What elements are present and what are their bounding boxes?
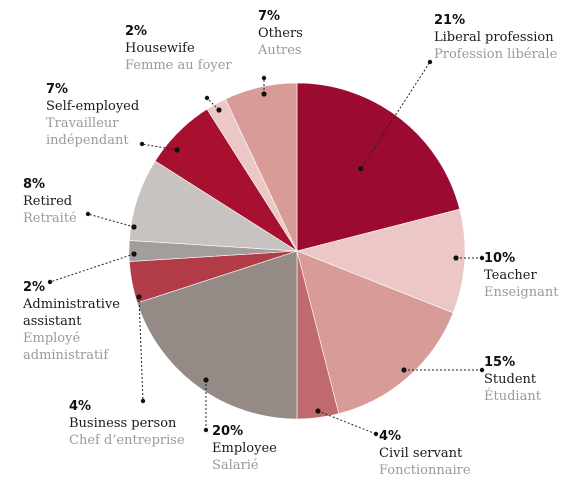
pie-slice-4 — [136, 250, 298, 420]
leader-line-7 — [87, 213, 135, 228]
leader-line-5 — [138, 296, 144, 402]
slice-percent-3: 4% — [379, 429, 401, 444]
slice-label-fr-5: Chef d’entreprise — [69, 433, 185, 448]
slice-label-fr-6: Employé administratif — [23, 331, 109, 363]
leader-dot-10 — [261, 91, 267, 97]
slice-label-0: 21% Liberal profession Profession libérale — [434, 13, 558, 62]
slice-label-1: 10% Teacher Enseignant — [484, 251, 559, 300]
slice-label-en-4: Employee — [212, 441, 277, 456]
slice-label-fr-8: Travailleur indépendant — [46, 116, 129, 148]
slice-label-10: 7% Others Autres — [257, 9, 303, 58]
slice-label-fr-1: Enseignant — [484, 285, 559, 300]
leader-lines — [47, 59, 485, 437]
leader-end-dot-7 — [85, 211, 91, 217]
slice-percent-2: 15% — [484, 355, 515, 370]
leader-line-8 — [141, 143, 178, 151]
slice-label-en-6: Administrative assistant — [22, 297, 120, 329]
leader-dot-7 — [131, 224, 137, 230]
slice-label-4: 20% Employee Salarié — [212, 424, 277, 473]
slice-label-fr-10: Autres — [257, 43, 302, 58]
leader-end-dot-0 — [427, 59, 433, 65]
slice-percent-10: 7% — [258, 9, 280, 24]
slice-label-en-1: Teacher — [484, 268, 537, 283]
slice-percent-5: 4% — [69, 399, 91, 414]
slice-labels: 21% Liberal profession Profession libérale… — [22, 9, 559, 478]
slice-label-3: 4% Civil servant Fonctionnaire — [379, 429, 471, 478]
slice-percent-6: 2% — [23, 280, 45, 295]
leader-end-dot-3 — [373, 431, 379, 437]
leader-dot-4 — [203, 377, 209, 383]
leader-end-dot-10 — [261, 75, 267, 81]
slice-label-5: 4% Business person Chef d’entreprise — [69, 399, 185, 448]
leader-end-dot-9 — [204, 95, 210, 101]
leader-line-9 — [206, 97, 220, 111]
leader-dot-9 — [216, 107, 222, 113]
pie-slices — [128, 82, 466, 420]
leader-dot-2 — [401, 367, 407, 373]
slice-percent-8: 7% — [46, 82, 68, 97]
leader-end-dot-4 — [203, 427, 209, 433]
slice-percent-7: 8% — [23, 177, 45, 192]
leader-end-dot-5 — [140, 398, 146, 404]
pie-slice-1 — [296, 208, 466, 314]
pie-slice-2 — [296, 250, 454, 415]
leader-dot-0 — [358, 166, 364, 172]
slice-label-en-0: Liberal profession — [434, 30, 554, 45]
leader-line-6 — [49, 253, 135, 283]
slice-label-9: 2% Housewife Femme au foyer — [125, 24, 232, 73]
slice-label-fr-7: Retraité — [23, 211, 77, 226]
slice-label-en-7: Retired — [23, 194, 72, 209]
slice-label-en-3: Civil servant — [379, 446, 463, 461]
leader-dot-3 — [315, 408, 321, 414]
leader-dot-8 — [174, 147, 180, 153]
leader-dot-5 — [136, 294, 142, 300]
slice-percent-4: 20% — [212, 424, 243, 439]
leader-end-dot-6 — [47, 279, 53, 285]
leader-dot-6 — [131, 251, 137, 257]
slice-label-fr-9: Femme au foyer — [125, 58, 232, 73]
slice-label-en-2: Student — [484, 372, 537, 387]
pie-slice-10 — [225, 82, 298, 252]
slice-label-en-9: Housewife — [125, 41, 195, 56]
slice-label-7: 8% Retired Retraité — [23, 177, 77, 226]
pie-slice-0 — [296, 82, 461, 252]
slice-percent-1: 10% — [484, 251, 515, 266]
leader-line-0 — [360, 61, 431, 169]
slice-label-8: 7% Self-employed Travailleur indépendant — [46, 82, 139, 148]
slice-label-fr-0: Profession libérale — [434, 47, 558, 62]
leader-end-dot-8 — [139, 141, 145, 147]
slice-label-en-8: Self-employed — [46, 99, 139, 114]
leader-end-dot-2 — [479, 367, 485, 373]
slice-percent-9: 2% — [125, 24, 147, 39]
slice-label-fr-3: Fonctionnaire — [379, 463, 471, 478]
leader-line-3 — [317, 410, 377, 435]
slice-percent-0: 21% — [434, 13, 465, 28]
leader-dot-1 — [453, 255, 459, 261]
slice-label-fr-2: Étudiant — [484, 388, 542, 404]
slice-label-en-10: Others — [258, 26, 303, 41]
leader-end-dot-1 — [479, 255, 485, 261]
slice-label-en-5: Business person — [69, 416, 177, 431]
slice-label-fr-4: Salarié — [212, 458, 259, 473]
